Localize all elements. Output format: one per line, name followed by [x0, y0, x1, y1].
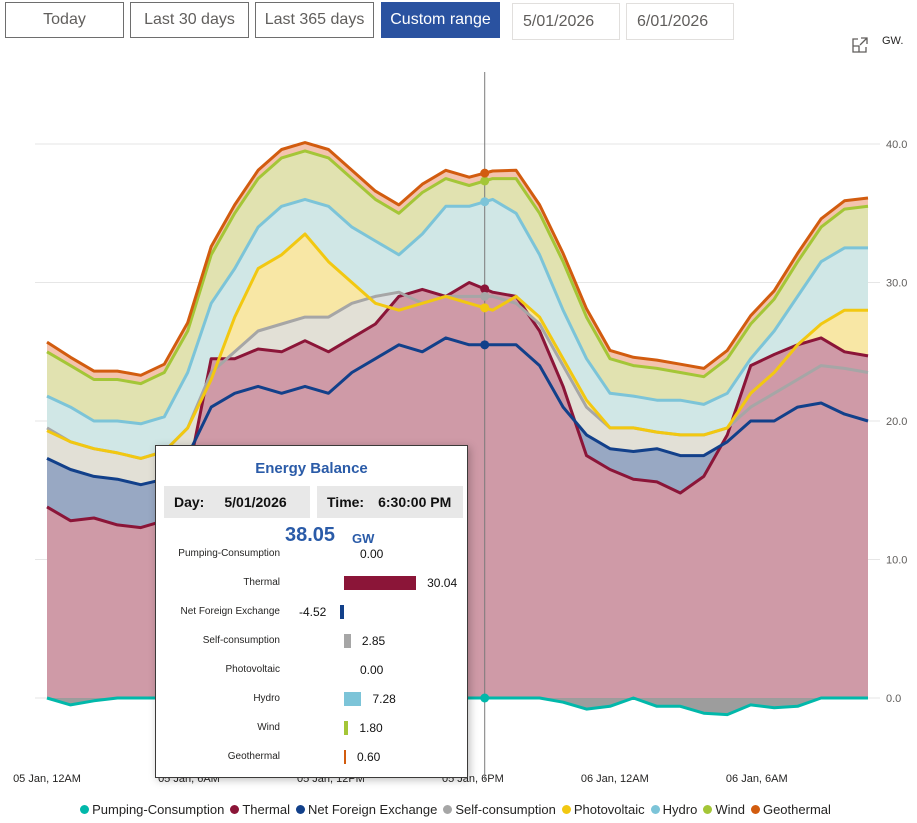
tooltip-row-label: Thermal — [243, 577, 280, 588]
legend-item[interactable]: Pumping-Consumption — [80, 802, 224, 817]
legend-dot-icon — [296, 804, 306, 814]
tooltip-row-value: 1.80 — [359, 721, 383, 735]
y-tick-label: 30.0 — [886, 278, 907, 290]
tooltip-day-label: Day: — [174, 494, 205, 510]
tooltip-time-box: Time: 6:30:00 PM — [317, 486, 463, 518]
tooltip-row-value: 0.00 — [360, 663, 384, 677]
x-tick-label: 06 Jan, 12AM — [581, 773, 649, 785]
tooltip-row-bar — [344, 750, 346, 764]
legend-label: Wind — [715, 801, 745, 817]
tooltip-row-label: Hydro — [253, 693, 280, 704]
energy-balance-tooltip: Energy Balance Day: 5/01/2026 Time: 6:30… — [155, 445, 468, 778]
legend-label: Self-consumption — [455, 801, 556, 817]
area-pumping-consumption — [47, 698, 868, 715]
tooltip-row-label: Net Foreign Exchange — [180, 606, 280, 617]
y-tick-label: 20.0 — [886, 416, 907, 428]
legend-item[interactable]: Geothermal — [750, 801, 831, 817]
tooltip-row-value: 0.00 — [360, 547, 384, 561]
crosshair-point — [480, 291, 490, 301]
crosshair-point — [480, 693, 490, 703]
crosshair — [480, 72, 490, 780]
legend-label: Net Foreign Exchange — [308, 801, 438, 817]
start-date-input[interactable]: 5/01/2026 — [512, 3, 620, 40]
chart-legend: Pumping-Consumption Thermal Net Foreign Ex… — [0, 800, 917, 818]
legend-dot-icon — [561, 804, 571, 814]
tooltip-time-value: 6:30:00 PM — [378, 494, 452, 510]
tooltip-title: Energy Balance — [255, 460, 368, 477]
crosshair-point — [480, 197, 490, 207]
end-date-input[interactable]: 6/01/2026 — [626, 3, 734, 40]
legend-item[interactable]: Self-consumption — [443, 801, 556, 817]
tooltip-row-bar — [340, 605, 344, 619]
tooltip-row-value: 7.28 — [372, 692, 396, 706]
tooltip-row-label: Wind — [257, 722, 280, 733]
tooltip-total-unit: GW — [352, 531, 375, 546]
tooltip-row-value: 0.60 — [357, 750, 381, 764]
tooltip-row-bar — [344, 576, 417, 590]
y-axis-unit-label: GW. — [882, 35, 904, 47]
legend-label: Thermal — [242, 801, 291, 817]
crosshair-point — [480, 284, 490, 294]
legend-dot-icon — [650, 804, 660, 814]
tooltip-row-label: Self-consumption — [202, 635, 280, 646]
y-axis-ticks: 0.0 10.0 20.0 30.0 40.0 — [886, 139, 907, 705]
y-tick-label: 40.0 — [886, 139, 907, 151]
legend-item[interactable]: Photovoltaic — [561, 801, 645, 817]
legend-item[interactable]: Wind — [703, 802, 745, 817]
crosshair-point — [480, 168, 490, 178]
legend-dot-icon — [80, 804, 90, 814]
legend-item[interactable]: Net Foreign Exchange — [296, 802, 437, 817]
tooltip-row-value: -4.52 — [299, 605, 327, 619]
line-hydro[interactable] — [46, 197, 868, 426]
tooltip-row-value: 30.04 — [427, 576, 458, 590]
line-geothermal[interactable] — [46, 141, 869, 377]
tooltip-day-value: 5/01/2026 — [224, 494, 287, 510]
legend-item[interactable]: Hydro — [650, 801, 698, 817]
legend-label: Pumping-Consumption — [92, 801, 225, 817]
legend-label: Hydro — [662, 801, 698, 817]
crosshair-point — [480, 176, 490, 186]
x-tick-label: 05 Jan, 12AM — [13, 773, 81, 785]
tooltip-row-bar — [344, 692, 362, 706]
legend-item[interactable]: Thermal — [230, 802, 290, 817]
tooltip-row-label: Geothermal — [227, 751, 280, 762]
y-tick-label: 10.0 — [886, 555, 907, 567]
custom-range-button[interactable]: Custom range — [381, 2, 500, 38]
tooltip-total-value: 38.05 — [285, 524, 336, 546]
y-tick-label: 0.0 — [886, 693, 901, 705]
legend-label: Photovoltaic — [573, 801, 645, 817]
line-wind[interactable] — [46, 149, 869, 386]
crosshair-point — [480, 303, 490, 313]
legend-dot-icon — [443, 804, 453, 814]
x-tick-label: 06 Jan, 6AM — [726, 773, 788, 785]
legend-dot-icon — [230, 804, 240, 814]
tooltip-row-label: Pumping-Consumption — [178, 548, 280, 559]
tooltip-row-label: Photovoltaic — [225, 664, 280, 675]
tooltip-day-box: Day: 5/01/2026 — [164, 486, 310, 518]
line-photovoltaic[interactable] — [46, 232, 868, 460]
expand-icon[interactable] — [851, 36, 869, 54]
today-button[interactable]: Today — [5, 2, 124, 38]
tooltip-row-value: 2.85 — [361, 634, 386, 648]
tooltip-time-label: Time: — [327, 494, 365, 510]
last-30-days-button[interactable]: Last 30 days — [130, 2, 249, 38]
legend-dot-icon — [703, 804, 713, 814]
tooltip-row-bar — [344, 721, 349, 735]
tooltip-row-bar — [344, 634, 351, 648]
crosshair-point — [480, 340, 490, 350]
last-365-days-button[interactable]: Last 365 days — [255, 2, 374, 38]
legend-dot-icon — [750, 804, 760, 814]
legend-label: Geothermal — [762, 801, 831, 817]
